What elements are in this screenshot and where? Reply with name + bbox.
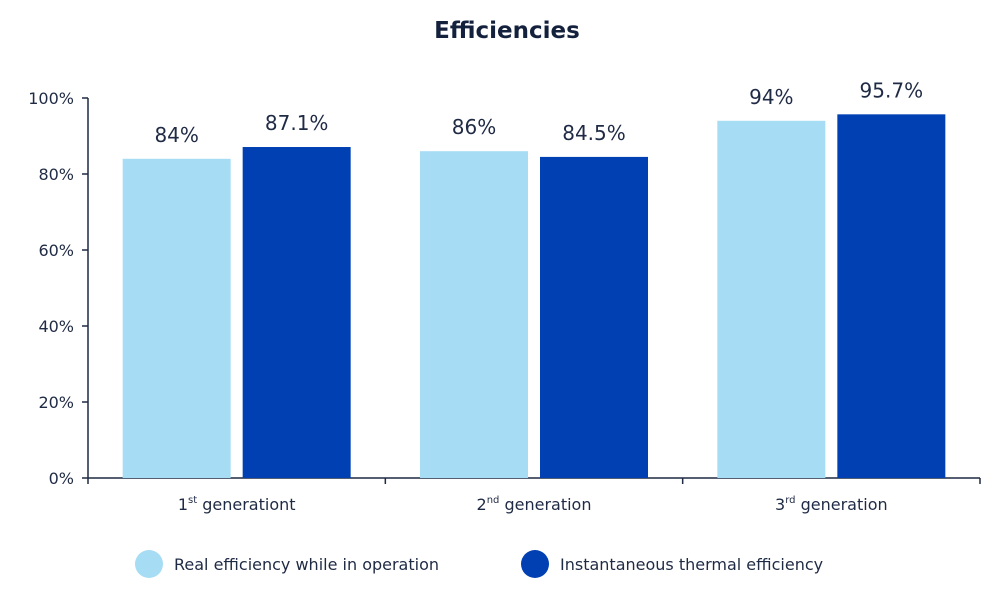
data-label: 84% (154, 123, 198, 147)
bar (420, 151, 528, 478)
legend-label: Real efficiency while in operation (174, 555, 439, 574)
data-label: 84.5% (562, 121, 626, 145)
x-category-label: 2nd generation (477, 495, 592, 514)
y-tick-label: 0% (49, 469, 74, 488)
y-tick-label: 80% (38, 165, 74, 184)
legend: Real efficiency while in operation Instan… (135, 550, 823, 578)
x-axis: 1st generationt 2nd generation 3rd generat… (87, 477, 981, 514)
data-label: 87.1% (265, 111, 329, 135)
x-category-label: 3rd generation (775, 495, 888, 514)
bar (242, 147, 351, 478)
bar (122, 158, 231, 479)
y-tick-label: 40% (38, 317, 74, 336)
bar (540, 156, 648, 478)
data-label: 86% (452, 115, 496, 139)
legend-swatch (521, 550, 549, 578)
data-label: 95.7% (860, 78, 924, 102)
data-label: 94% (749, 85, 793, 109)
chart-title: Efficiencies (434, 18, 580, 44)
y-tick-label: 20% (38, 393, 74, 412)
bars (122, 114, 946, 479)
y-tick-label: 60% (38, 241, 74, 260)
bar (717, 120, 826, 479)
legend-label: Instantaneous thermal efficiency (560, 555, 823, 574)
y-axis: 0% 20% 40% 60% 80% 100% (28, 89, 89, 488)
data-labels: 84% 87.1% 86% 84.5% 94% 95.7% (154, 78, 923, 146)
legend-swatch (135, 550, 163, 578)
y-tick-label: 100% (28, 89, 74, 108)
bar (837, 114, 946, 478)
x-category-label: 1st generationt (178, 495, 296, 514)
